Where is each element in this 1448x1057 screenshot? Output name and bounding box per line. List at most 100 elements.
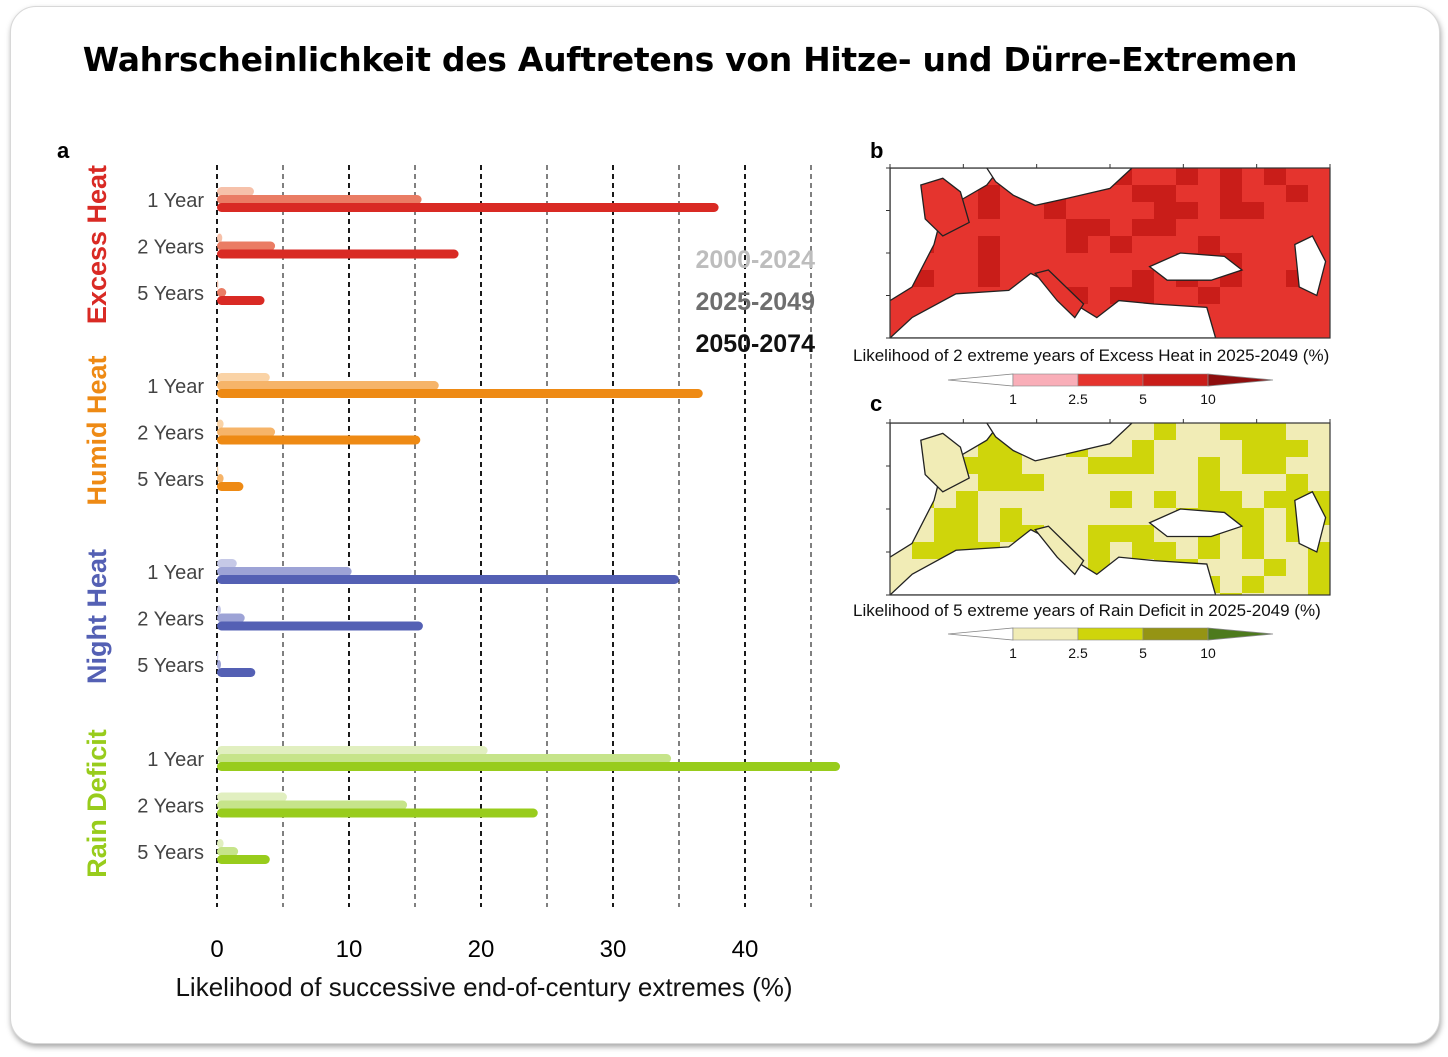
bar	[217, 288, 227, 297]
bar	[217, 559, 237, 568]
map-cell	[1154, 202, 1176, 219]
bar	[217, 660, 221, 669]
group-label: Rain Deficit	[82, 729, 112, 878]
colorbar-segment	[1142, 373, 1209, 387]
map-cell	[1264, 457, 1286, 474]
row-label: 1 Year	[147, 190, 204, 212]
bar	[217, 373, 270, 382]
map-cell	[1110, 236, 1132, 253]
bar	[217, 855, 270, 864]
bar	[217, 800, 408, 810]
sea-caspian	[1294, 235, 1327, 297]
map-cell	[1198, 491, 1220, 508]
bar	[217, 613, 245, 623]
legend-entry: 2025-2049	[695, 288, 815, 316]
map-cell	[978, 474, 1000, 491]
land-british-isles	[920, 177, 970, 237]
bar	[217, 381, 439, 390]
colorbar-tick-label: 1	[1009, 391, 1017, 407]
map-cell	[1264, 168, 1286, 185]
map-cell	[1044, 202, 1066, 219]
map-cell	[1264, 559, 1286, 576]
map-cell	[1088, 525, 1110, 542]
bar	[217, 754, 672, 763]
bar	[217, 567, 352, 576]
bar	[217, 435, 421, 445]
map-cell	[978, 253, 1000, 270]
map-cell	[1110, 491, 1132, 508]
bar	[217, 296, 265, 305]
panel-a-bar-chart: a 0 10 20 30 40 Likelihood of successive end-o…	[57, 138, 841, 1002]
bar	[217, 419, 224, 429]
map-cell	[1242, 508, 1264, 525]
map-cell	[1132, 219, 1154, 236]
map-cell	[1308, 593, 1330, 595]
bar	[217, 233, 223, 243]
bar	[217, 195, 422, 204]
map-cell	[1220, 202, 1242, 219]
bar	[217, 241, 276, 251]
row-label: 1 Year	[147, 749, 204, 771]
bar	[217, 808, 538, 818]
map-cell	[1176, 168, 1198, 185]
colorbar-tick-label: 2.5	[1068, 391, 1088, 407]
map-cell	[1198, 236, 1220, 253]
bar	[217, 466, 219, 475]
map-cell	[1264, 423, 1286, 440]
map-cell	[978, 440, 1000, 457]
bar	[217, 605, 221, 615]
colorbar-segment	[1142, 627, 1209, 641]
group-label: Night Heat	[82, 549, 112, 684]
map-cell	[956, 508, 978, 525]
map-cell	[1242, 202, 1264, 219]
map-cell	[1066, 219, 1088, 236]
x-tick-label: 30	[600, 936, 627, 963]
map-cell	[1198, 542, 1220, 559]
colorbar-segment	[1012, 627, 1079, 641]
map-cell	[1132, 185, 1154, 202]
bar	[217, 474, 224, 483]
map-cell	[1110, 457, 1132, 474]
map-cell	[1220, 491, 1242, 508]
bar	[217, 427, 276, 437]
map-cell	[956, 525, 978, 542]
map-cell	[1000, 508, 1022, 525]
panel-c-label: c	[870, 391, 882, 416]
slide-title: Wahrscheinlichkeit des Auftretens von Hi…	[82, 40, 1298, 79]
map-cell	[1286, 440, 1308, 457]
map-cell	[978, 185, 1000, 202]
map-cell	[1088, 457, 1110, 474]
colorbar-tick-label: 10	[1200, 645, 1216, 661]
sea-mediterranean	[890, 272, 1217, 338]
map-cell	[1242, 457, 1264, 474]
map-cell	[1220, 593, 1242, 595]
group-label: Humid Heat	[82, 355, 112, 505]
map-cell	[1132, 525, 1154, 542]
map-cell	[1220, 423, 1242, 440]
bar	[217, 668, 256, 677]
map-cell	[978, 236, 1000, 253]
map-cell	[1110, 287, 1132, 304]
colorbar-tick-label: 2.5	[1068, 645, 1088, 661]
land-italy	[1034, 269, 1085, 319]
map-cell	[1308, 576, 1330, 593]
x-tick-label: 20	[468, 936, 495, 963]
map-cell	[1154, 491, 1176, 508]
colorbar-extension-low	[947, 627, 1014, 641]
map-cell	[1088, 542, 1110, 559]
map-cell	[1198, 457, 1220, 474]
colorbar-tick-label: 5	[1139, 645, 1147, 661]
map-cell	[1308, 559, 1330, 576]
sea-north	[986, 423, 1133, 462]
row-label: 2 Years	[137, 796, 204, 818]
legend-entry: 2050-2074	[695, 330, 815, 358]
panel-c-caption: Likelihood of 5 extreme years of Rain De…	[853, 601, 1321, 620]
map-cell	[1132, 542, 1154, 559]
map-cell	[1198, 287, 1220, 304]
map-cell	[1132, 270, 1154, 287]
sea-north	[986, 168, 1133, 207]
map-body	[890, 423, 1330, 595]
row-label: 5 Years	[137, 283, 204, 305]
map-cell	[1132, 457, 1154, 474]
